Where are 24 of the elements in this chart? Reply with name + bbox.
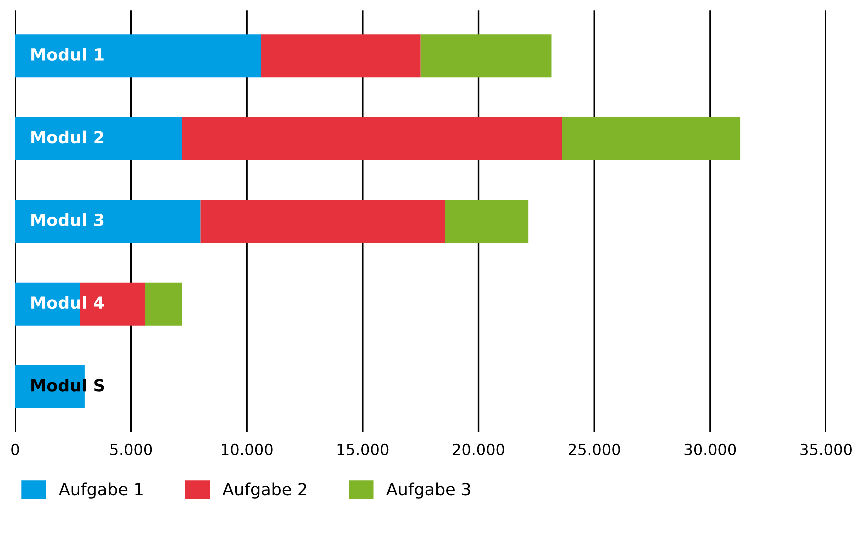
bar	[15, 117, 182, 160]
x-tick-label: 20.000	[453, 444, 504, 456]
bar	[15, 200, 201, 244]
bar	[445, 200, 529, 244]
bar	[420, 34, 552, 78]
bar	[182, 117, 562, 160]
x-tick-label: 35.000	[800, 444, 852, 456]
x-tick-label: 5.000	[110, 444, 152, 456]
bar	[15, 34, 262, 78]
legend-label: Aufgabe 3	[386, 482, 470, 499]
bar	[200, 200, 446, 244]
bar	[261, 34, 421, 78]
y-tick-label: Modul 3	[32, 214, 104, 226]
x-tick-label: 15.000	[338, 444, 389, 456]
y-tick-label: Modul 2	[32, 130, 104, 144]
x-tick-label: 30.000	[684, 444, 736, 456]
x-tick-label: 25.000	[568, 444, 620, 456]
x-tick-label: 0	[12, 444, 20, 456]
legend-label: Aufgabe 2	[222, 482, 306, 499]
bar	[562, 117, 741, 160]
x-tick-label: 10.000	[222, 444, 273, 456]
legend-label: Aufgabe 1	[59, 482, 143, 499]
bar	[145, 282, 182, 326]
y-tick-label: Modul 1	[32, 48, 104, 62]
